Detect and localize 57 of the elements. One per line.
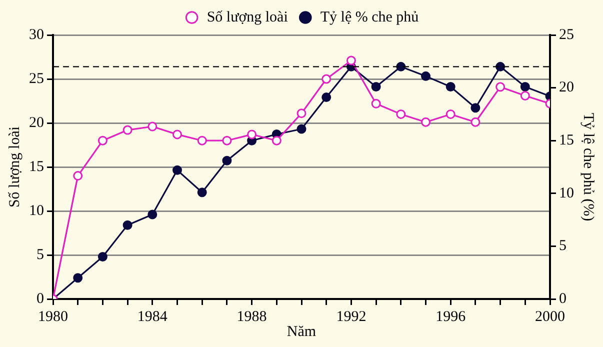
- x-tick-label: 1988: [236, 308, 267, 325]
- point: [520, 82, 530, 92]
- y-tick-label: 15: [29, 158, 44, 175]
- legend-label: Số lượng loài: [206, 9, 288, 26]
- point: [496, 82, 506, 92]
- point: [322, 92, 332, 102]
- point: [148, 210, 158, 220]
- point: [446, 82, 456, 92]
- point: [371, 82, 381, 92]
- point: [148, 122, 158, 132]
- point: [172, 165, 182, 175]
- y2-tick-label: 5: [559, 238, 566, 254]
- point: [446, 109, 456, 119]
- point: [470, 103, 480, 113]
- point: [421, 71, 430, 81]
- point: [296, 124, 306, 134]
- point: [122, 125, 132, 135]
- x-axis-title: Năm: [286, 324, 316, 340]
- y-tick-label: 30: [29, 26, 44, 43]
- point: [296, 108, 306, 118]
- point: [222, 136, 232, 146]
- point: [122, 220, 132, 230]
- point: [197, 188, 207, 198]
- y2-tick-label: 20: [559, 80, 574, 96]
- point: [470, 117, 480, 127]
- y-tick-label: 25: [29, 70, 44, 87]
- x-tick-label: 1984: [137, 308, 168, 325]
- point: [73, 273, 83, 283]
- point: [172, 130, 182, 140]
- y-axis-title: Số lượng loài: [6, 126, 23, 208]
- point: [421, 117, 430, 127]
- y-tick-label: 0: [36, 290, 44, 307]
- y2-axis-title: Tỷ lệ che phủ (%): [580, 112, 596, 222]
- x-tick-label: 1992: [336, 308, 366, 325]
- x-tick-label: 1980: [38, 308, 68, 325]
- y-tick-label: 10: [29, 202, 44, 219]
- point: [520, 90, 530, 100]
- point: [197, 136, 207, 146]
- point: [98, 136, 108, 146]
- y-tick-label: 5: [36, 246, 44, 263]
- point: [371, 98, 381, 108]
- point: [322, 74, 332, 84]
- legend-label: Tỷ lệ % che phủ: [320, 9, 420, 26]
- y2-tick-label: 25: [559, 26, 574, 43]
- point: [98, 252, 108, 262]
- point: [222, 156, 232, 166]
- x-tick-label: 1996: [436, 308, 466, 325]
- y2-tick-label: 10: [559, 185, 574, 202]
- y2-tick-label: 0: [559, 290, 566, 307]
- point: [247, 130, 257, 140]
- x-tick-label: 2000: [535, 308, 565, 325]
- y-tick-label: 20: [29, 114, 44, 131]
- point: [272, 136, 282, 146]
- y2-tick-label: 15: [559, 132, 574, 149]
- point: [396, 109, 406, 119]
- point: [346, 56, 356, 66]
- point: [73, 171, 83, 181]
